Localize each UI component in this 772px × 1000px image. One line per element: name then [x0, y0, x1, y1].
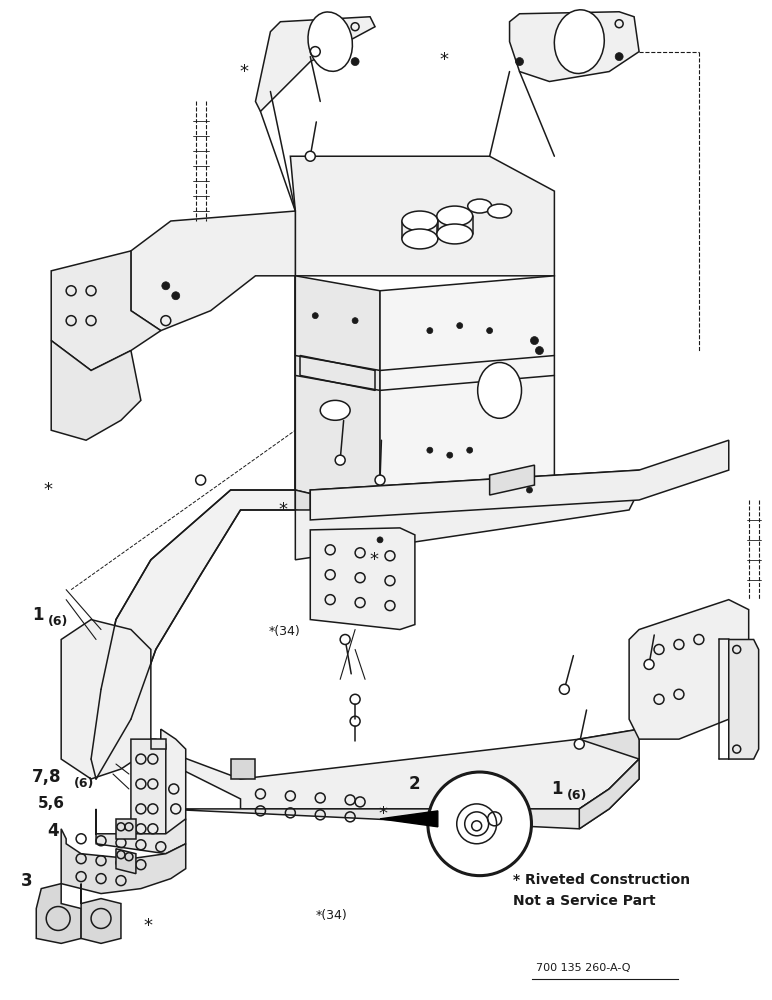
Polygon shape	[51, 251, 161, 370]
Circle shape	[428, 772, 531, 876]
Polygon shape	[151, 739, 166, 749]
Polygon shape	[380, 276, 554, 510]
Text: (6): (6)	[73, 777, 94, 790]
Text: *(34): *(34)	[269, 625, 301, 638]
Circle shape	[352, 318, 358, 324]
Text: (6): (6)	[567, 789, 587, 802]
Text: *: *	[279, 501, 287, 519]
Circle shape	[377, 537, 383, 543]
Polygon shape	[116, 849, 136, 874]
Circle shape	[560, 684, 569, 694]
Polygon shape	[296, 470, 639, 560]
Text: 5,6: 5,6	[39, 796, 66, 811]
Circle shape	[162, 282, 170, 290]
Circle shape	[467, 447, 472, 453]
Polygon shape	[310, 528, 415, 630]
Polygon shape	[489, 465, 534, 495]
Text: 4: 4	[48, 822, 59, 840]
Polygon shape	[579, 729, 639, 829]
Polygon shape	[116, 819, 136, 839]
Ellipse shape	[402, 229, 438, 249]
Ellipse shape	[478, 362, 522, 418]
Polygon shape	[629, 600, 749, 739]
Circle shape	[305, 151, 315, 161]
Polygon shape	[296, 276, 380, 510]
Text: (6): (6)	[48, 615, 68, 628]
Polygon shape	[91, 211, 296, 779]
Text: 1: 1	[551, 780, 563, 798]
Circle shape	[172, 292, 180, 300]
Ellipse shape	[468, 199, 492, 213]
Polygon shape	[161, 729, 639, 809]
Circle shape	[351, 58, 359, 66]
Polygon shape	[296, 490, 554, 530]
Text: *: *	[378, 805, 388, 823]
Ellipse shape	[437, 206, 472, 226]
Polygon shape	[61, 829, 186, 894]
Polygon shape	[81, 884, 121, 943]
Ellipse shape	[437, 224, 472, 244]
Circle shape	[427, 447, 433, 453]
Polygon shape	[310, 440, 729, 520]
Polygon shape	[729, 639, 759, 759]
Text: 3: 3	[21, 872, 32, 890]
Circle shape	[375, 475, 385, 485]
Circle shape	[516, 58, 523, 66]
Ellipse shape	[308, 12, 352, 71]
Circle shape	[486, 328, 493, 334]
Text: *: *	[240, 63, 249, 81]
Polygon shape	[36, 884, 81, 943]
Text: 7,8: 7,8	[32, 768, 62, 786]
Polygon shape	[96, 809, 186, 854]
Text: 700 135 260-A-Q: 700 135 260-A-Q	[536, 963, 631, 973]
Text: * Riveted Construction
Not a Service Part: * Riveted Construction Not a Service Par…	[513, 873, 690, 908]
Circle shape	[457, 323, 462, 329]
Circle shape	[447, 452, 452, 458]
Ellipse shape	[320, 400, 350, 420]
Text: *: *	[369, 551, 378, 569]
Polygon shape	[131, 211, 296, 331]
Polygon shape	[131, 739, 166, 839]
Polygon shape	[161, 729, 186, 839]
Text: 1: 1	[32, 606, 44, 624]
Polygon shape	[380, 811, 438, 827]
Polygon shape	[256, 17, 375, 111]
Circle shape	[527, 487, 533, 493]
Circle shape	[644, 659, 654, 669]
Circle shape	[530, 337, 538, 345]
Polygon shape	[231, 759, 256, 779]
Circle shape	[615, 53, 623, 61]
Text: *: *	[440, 51, 449, 69]
Text: *(34): *(34)	[315, 909, 347, 922]
Circle shape	[340, 635, 350, 644]
Polygon shape	[290, 156, 554, 276]
Text: *: *	[144, 917, 153, 935]
Circle shape	[427, 328, 433, 334]
Polygon shape	[161, 759, 639, 829]
Polygon shape	[510, 12, 639, 82]
Polygon shape	[51, 341, 141, 440]
Ellipse shape	[488, 204, 512, 218]
Circle shape	[536, 347, 543, 355]
Ellipse shape	[402, 211, 438, 231]
Text: *: *	[44, 481, 52, 499]
Polygon shape	[61, 620, 151, 779]
Text: 2: 2	[409, 775, 421, 793]
Circle shape	[312, 313, 318, 319]
Circle shape	[574, 739, 584, 749]
Ellipse shape	[554, 10, 604, 73]
Circle shape	[335, 455, 345, 465]
